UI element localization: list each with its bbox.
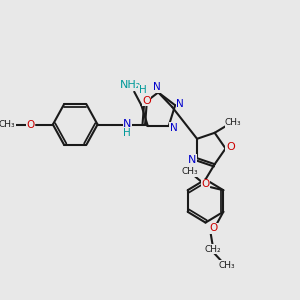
Text: CH₂: CH₂ — [205, 245, 221, 254]
Text: N: N — [188, 155, 196, 165]
Text: CH₃: CH₃ — [225, 118, 242, 127]
Text: O: O — [202, 179, 210, 189]
Text: NH₂: NH₂ — [120, 80, 141, 90]
Text: O: O — [210, 223, 218, 233]
Text: O: O — [226, 142, 235, 152]
Text: H: H — [139, 85, 147, 95]
Text: CH₃: CH₃ — [218, 261, 235, 270]
Text: O: O — [142, 95, 151, 106]
Text: N: N — [123, 118, 131, 129]
Text: CH₃: CH₃ — [182, 167, 198, 176]
Text: O: O — [27, 119, 35, 130]
Text: H: H — [124, 128, 131, 138]
Text: N: N — [176, 99, 184, 109]
Text: CH₃: CH₃ — [0, 120, 15, 129]
Text: N: N — [153, 82, 161, 92]
Text: N: N — [170, 122, 178, 133]
